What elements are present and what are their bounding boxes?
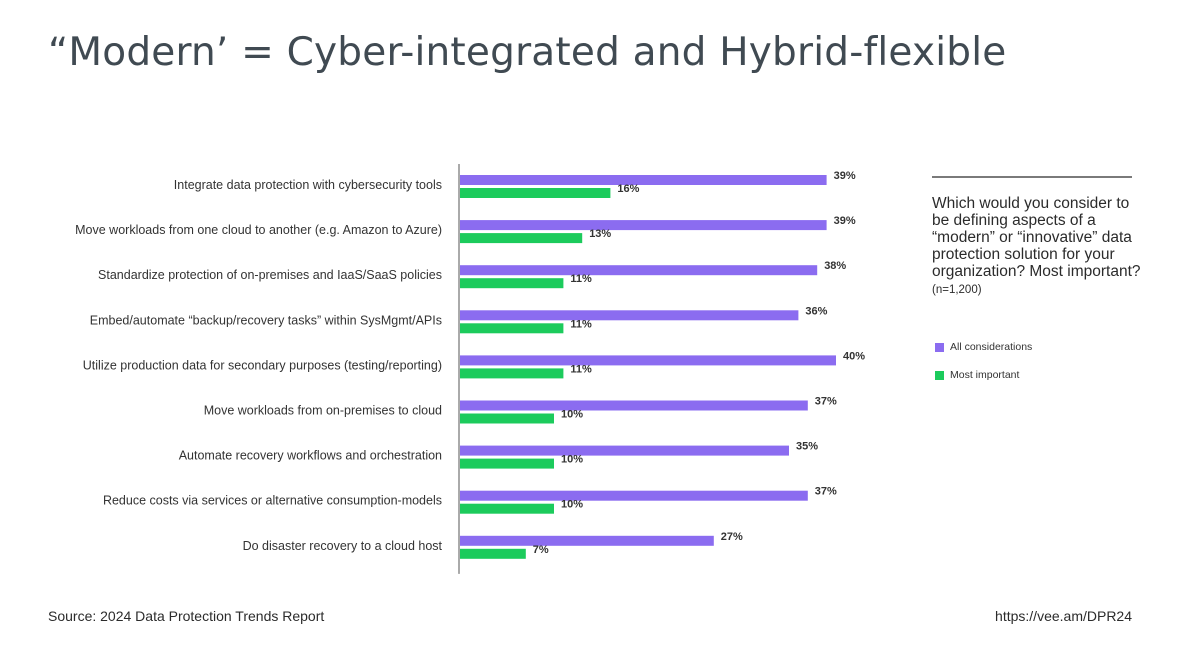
source-note: Source: 2024 Data Protection Trends Repo… xyxy=(48,608,325,624)
data-label-most: 16% xyxy=(617,183,639,195)
data-label-all: 40% xyxy=(843,350,865,362)
data-label-most: 10% xyxy=(561,499,583,511)
data-label-all: 39% xyxy=(834,215,856,227)
bar-most xyxy=(460,413,554,424)
survey-question: Which would you consider to be defining … xyxy=(932,195,1142,299)
legend-swatch-all xyxy=(935,342,944,352)
bar-most xyxy=(460,548,526,559)
bar-all xyxy=(460,355,836,366)
data-label-most: 10% xyxy=(561,409,583,421)
legend: All considerations Most important xyxy=(935,340,1032,396)
data-label-all: 39% xyxy=(834,170,856,182)
data-label-all: 38% xyxy=(824,260,846,272)
legend-label-most: Most important xyxy=(950,369,1020,381)
category-label: Automate recovery workflows and orchestr… xyxy=(179,449,442,463)
bar-all xyxy=(460,445,789,456)
bar-all xyxy=(460,265,818,276)
sample-size: (n=1,200) xyxy=(932,284,982,296)
bar-all xyxy=(460,490,808,501)
legend-item-most: Most important xyxy=(935,368,1032,382)
data-label-most: 11% xyxy=(570,318,592,330)
bars-group: Integrate data protection with cybersecu… xyxy=(75,170,865,559)
category-label: Move workloads from one cloud to another… xyxy=(75,223,442,237)
category-label: Standardize protection of on-premises an… xyxy=(98,268,442,282)
bar-all xyxy=(460,220,827,231)
legend-label-all: All considerations xyxy=(950,341,1033,353)
category-label: Embed/automate “backup/recovery tasks” w… xyxy=(90,313,442,327)
category-label: Utilize production data for secondary pu… xyxy=(83,358,442,372)
bar-most xyxy=(460,458,554,469)
legend-swatch-most xyxy=(935,370,944,380)
category-label: Reduce costs via services or alternative… xyxy=(103,494,442,508)
data-label-most: 11% xyxy=(570,273,592,285)
data-label-all: 27% xyxy=(721,531,743,543)
data-label-all: 37% xyxy=(815,486,837,498)
bar-most xyxy=(460,323,564,334)
legend-item-all: All considerations xyxy=(935,340,1032,354)
question-text: Which would you consider to be defining … xyxy=(932,195,1141,280)
panel-divider xyxy=(932,176,1132,178)
data-label-most: 7% xyxy=(533,544,549,556)
category-label: Integrate data protection with cybersecu… xyxy=(174,178,442,192)
report-url: https://vee.am/DPR24 xyxy=(995,608,1132,624)
data-label-most: 11% xyxy=(570,363,592,375)
data-label-all: 36% xyxy=(805,305,827,317)
bar-all xyxy=(460,175,827,185)
data-label-all: 35% xyxy=(796,441,818,453)
bar-most xyxy=(460,368,564,379)
bar-most xyxy=(460,278,564,289)
category-label: Move workloads from on-premises to cloud xyxy=(204,404,442,418)
bar-all xyxy=(460,535,714,546)
data-label-most: 13% xyxy=(589,228,611,240)
data-label-most: 10% xyxy=(561,454,583,466)
bar-most xyxy=(460,233,583,244)
data-label-all: 37% xyxy=(815,396,837,408)
bar-most xyxy=(460,503,554,514)
bar-chart: Integrate data protection with cybersecu… xyxy=(75,164,865,574)
category-label: Do disaster recovery to a cloud host xyxy=(243,539,443,553)
bar-all xyxy=(460,400,808,411)
bar-most xyxy=(460,188,611,198)
page-title: “Modern’ = Cyber-integrated and Hybrid-f… xyxy=(48,30,1007,75)
bar-all xyxy=(460,310,799,321)
